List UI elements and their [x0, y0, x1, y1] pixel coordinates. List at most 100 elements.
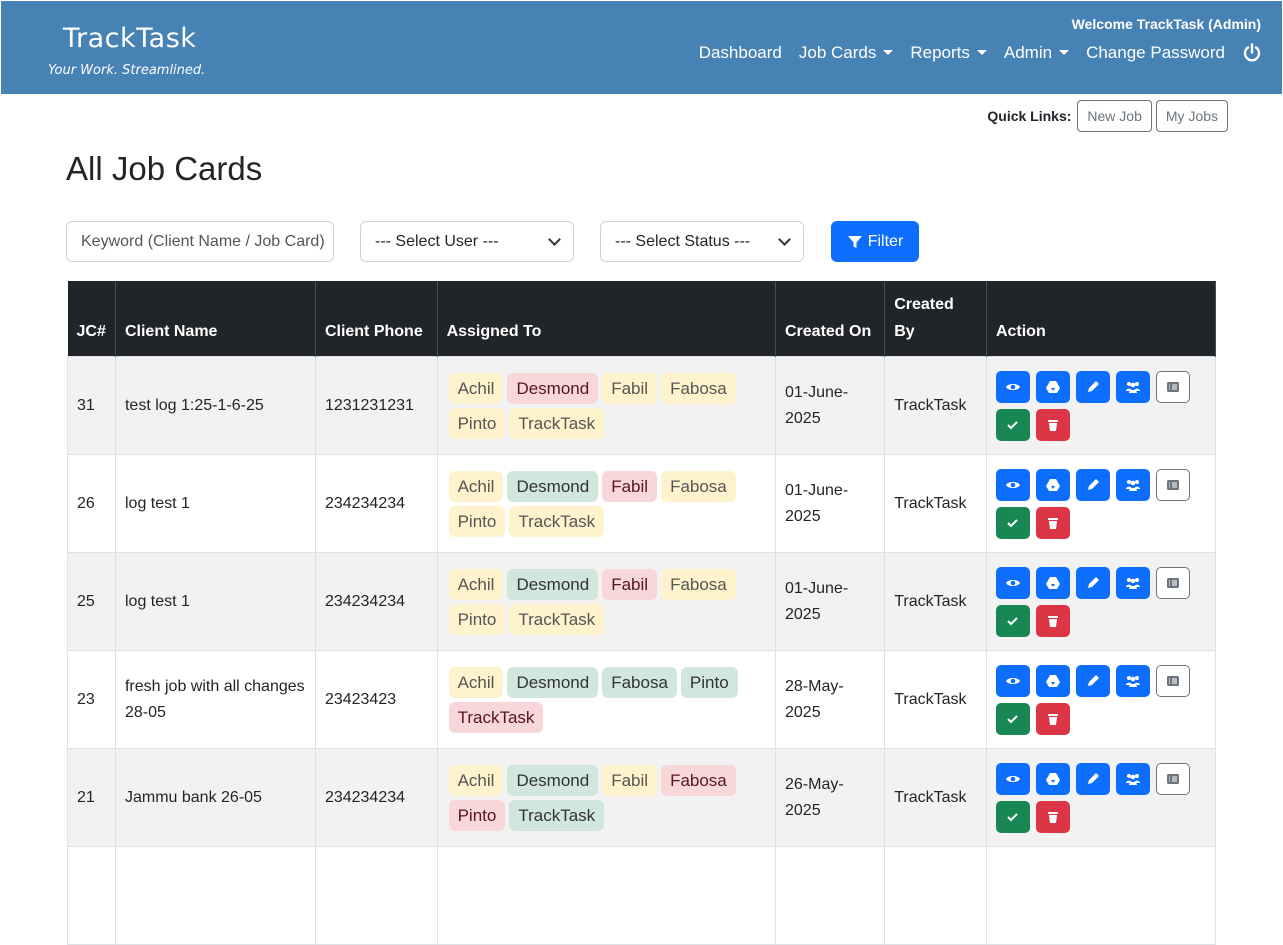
jc-number: 23 [67, 650, 116, 749]
users-button[interactable] [1115, 468, 1150, 501]
assignee-badge: TrackTask [509, 603, 605, 635]
pencil-button[interactable] [1075, 468, 1110, 501]
drive-button[interactable] [1035, 468, 1070, 501]
eye-icon [1005, 383, 1020, 390]
power-icon[interactable] [1242, 43, 1262, 63]
client-phone: 23423423 [314, 650, 438, 749]
list-button[interactable] [1155, 370, 1190, 403]
client-name: fresh job with all changes 28-05 [114, 650, 316, 749]
trash-button[interactable] [1035, 702, 1070, 735]
my-jobs-button[interactable]: My Jobs [1155, 100, 1228, 132]
assignee-badge: Desmond [507, 470, 599, 502]
filter-label: Filter [867, 232, 904, 250]
jc-number: 21 [67, 748, 116, 847]
drive-button[interactable] [1035, 664, 1070, 697]
check-icon [1007, 518, 1018, 527]
drive-icon [1045, 478, 1060, 491]
new-job-button[interactable]: New Job [1077, 100, 1152, 132]
list-button[interactable] [1155, 664, 1190, 697]
brand-logo[interactable]: TrackTask [63, 23, 197, 54]
assignee-badge: Pinto [448, 505, 506, 537]
client-name: log test 1 [114, 454, 316, 553]
users-icon [1125, 773, 1140, 785]
assignee-badge: Achil [448, 470, 504, 502]
trash-button[interactable] [1035, 604, 1070, 637]
check-button[interactable] [995, 408, 1030, 441]
users-button[interactable] [1115, 762, 1150, 795]
drive-icon [1045, 576, 1060, 589]
list-button[interactable] [1155, 762, 1190, 795]
check-button[interactable] [995, 800, 1030, 833]
trash-button[interactable] [1035, 506, 1070, 539]
nav-reports[interactable]: Reports [910, 43, 987, 63]
created-on: 28-May-2025 [774, 650, 886, 749]
column-header: Action [986, 281, 1217, 357]
pencil-button[interactable] [1075, 762, 1110, 795]
check-button[interactable] [995, 702, 1030, 735]
drive-icon [1045, 674, 1060, 687]
pencil-button[interactable] [1075, 370, 1110, 403]
list-icon [1166, 675, 1179, 686]
list-icon [1166, 381, 1179, 392]
users-button[interactable] [1115, 370, 1150, 403]
actions [985, 552, 1217, 651]
eye-icon [1005, 579, 1020, 586]
client-phone: 234234234 [314, 552, 438, 651]
check-icon [1007, 812, 1018, 821]
users-button[interactable] [1115, 566, 1150, 599]
pencil-icon [1087, 380, 1099, 392]
eye-icon [1005, 775, 1020, 782]
table-row: 26 log test 1 234234234 Achil Desmond Fabi… [67, 454, 1217, 553]
page-title: All Job Cards [66, 150, 263, 187]
assignee-badge: Achil [448, 764, 504, 796]
status-select[interactable]: --- Select Status --- [600, 221, 804, 262]
filter-button[interactable]: Filter [831, 221, 919, 262]
column-header: Created By [884, 281, 987, 357]
pencil-button[interactable] [1075, 664, 1110, 697]
assignee-badge: Achil [448, 666, 504, 698]
nav-job-cards[interactable]: Job Cards [799, 43, 893, 63]
drive-button[interactable] [1035, 370, 1070, 403]
list-icon [1166, 479, 1179, 490]
pencil-icon [1087, 576, 1099, 588]
trash-button[interactable] [1035, 408, 1070, 441]
eye-button[interactable] [995, 762, 1030, 795]
table-row: 23 fresh job with all changes 28-05 2342… [67, 650, 1217, 749]
users-button[interactable] [1115, 664, 1150, 697]
table-row: 31 test log 1:25-1-6-25 1231231231 Achil… [67, 356, 1217, 455]
keyword-input[interactable]: Keyword (Client Name / Job Card) [66, 221, 334, 262]
pencil-button[interactable] [1075, 566, 1110, 599]
eye-button[interactable] [995, 468, 1030, 501]
list-button[interactable] [1155, 566, 1190, 599]
trash-button[interactable] [1035, 800, 1070, 833]
actions [985, 454, 1217, 553]
jc-number: 31 [67, 356, 116, 455]
table-row: 25 log test 1 234234234 Achil Desmond Fabi… [67, 552, 1217, 651]
eye-button[interactable] [995, 370, 1030, 403]
trash-icon [1047, 419, 1058, 431]
trash-icon [1047, 811, 1058, 823]
nav-admin[interactable]: Admin [1004, 43, 1069, 63]
drive-button[interactable] [1035, 566, 1070, 599]
list-button[interactable] [1155, 468, 1190, 501]
drive-icon [1045, 772, 1060, 785]
eye-button[interactable] [995, 664, 1030, 697]
assignee-badge: Desmond [507, 372, 599, 404]
user-select[interactable]: --- Select User --- [360, 221, 574, 262]
assignee-badge: TrackTask [509, 799, 605, 831]
nav-dashboard[interactable]: Dashboard [698, 43, 782, 62]
client-name: log test 1 [114, 552, 316, 651]
drive-icon [1045, 380, 1060, 393]
user-select-value: --- Select User --- [375, 232, 499, 250]
check-icon [1007, 420, 1018, 429]
check-button[interactable] [995, 604, 1030, 637]
assignee-badge: Fabosa [661, 470, 736, 502]
table-row [67, 846, 1217, 945]
nav-change-password[interactable]: Change Password [1086, 43, 1225, 62]
check-button[interactable] [995, 506, 1030, 539]
created-on: 26-May-2025 [774, 748, 886, 847]
eye-button[interactable] [995, 566, 1030, 599]
drive-button[interactable] [1035, 762, 1070, 795]
welcome-text: Welcome TrackTask (Admin) [1071, 16, 1261, 32]
jc-number: 26 [67, 454, 116, 553]
